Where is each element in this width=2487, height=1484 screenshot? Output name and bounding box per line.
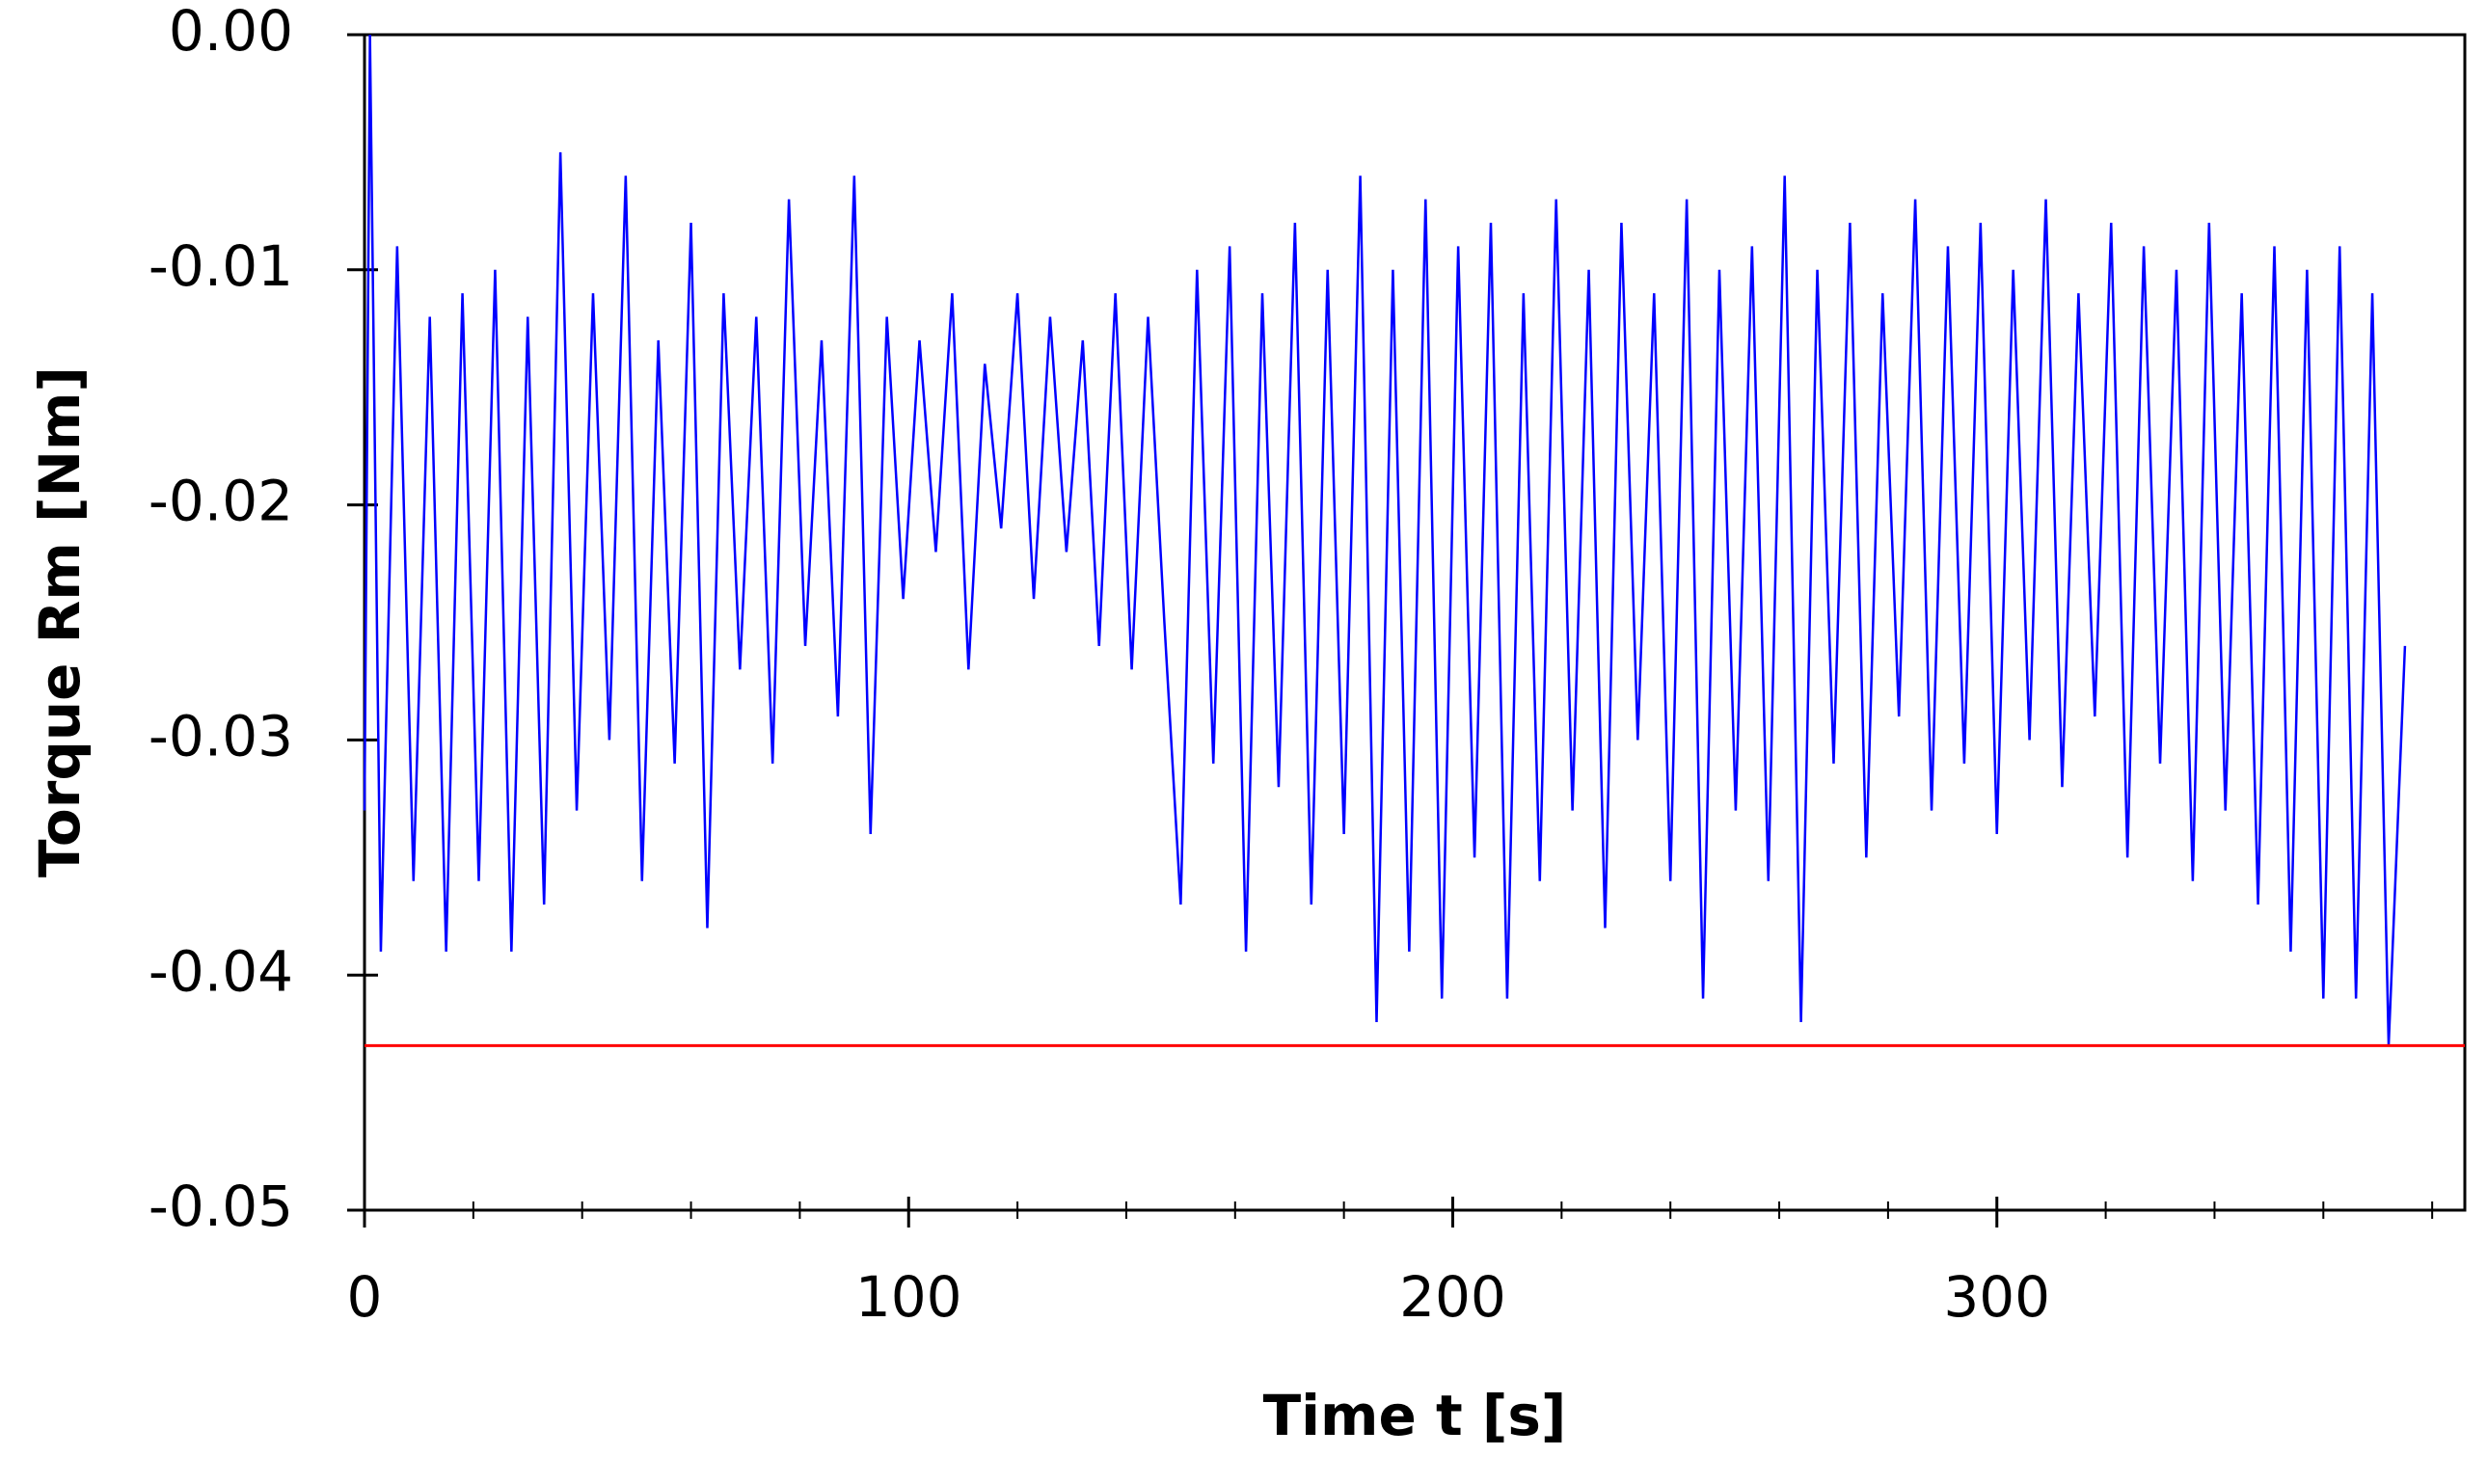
data-line: [363, 34, 2407, 1046]
x-tick-label: 100: [855, 1264, 962, 1330]
y-tick-label: -0.01: [149, 233, 293, 299]
x-axis-title: Time t [s]: [1263, 1383, 1567, 1448]
y-tick-label: -0.03: [149, 704, 293, 769]
x-tick-label: 200: [1399, 1264, 1506, 1330]
y-tick-label: -0.04: [149, 938, 293, 1004]
x-tick-label: 0: [347, 1264, 383, 1330]
y-tick-label: -0.02: [149, 469, 293, 534]
y-tick-label: -0.05: [149, 1174, 293, 1239]
y-axis-title: Torque Rm [Nm]: [27, 366, 93, 877]
plot-frame: [363, 33, 2467, 1212]
x-tick-label: 300: [1943, 1264, 2050, 1330]
y-tick-label: 0.00: [169, 0, 293, 64]
